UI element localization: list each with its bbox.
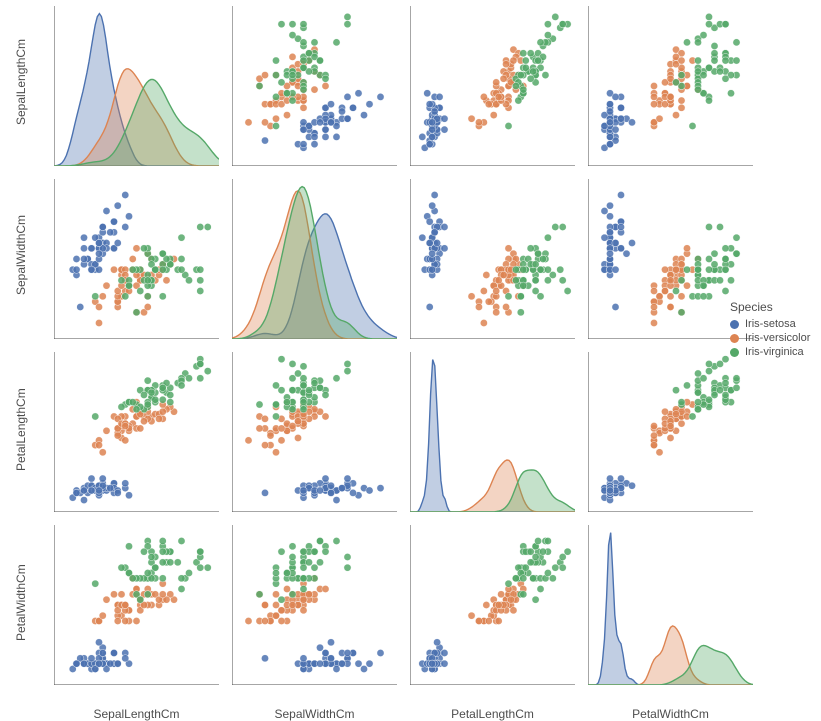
legend-label: Iris-setosa [745, 318, 796, 330]
legend-swatch-icon [730, 334, 739, 343]
kde-panel: 0123 [588, 525, 753, 685]
scatter-panel: 2.02.53.03.54.04.5 [54, 179, 219, 339]
legend-swatch-icon [730, 348, 739, 357]
y-axis-label: PetalWidthCm [14, 564, 28, 641]
scatter-panel: 246 [54, 352, 219, 512]
y-axis-label: SepalLengthCm [14, 39, 28, 125]
legend-item: Iris-virginica [730, 346, 810, 358]
scatter-panel: 0.00.51.01.52.02.545678 [54, 525, 219, 685]
scatter-panel [588, 6, 753, 166]
y-axis-label: PetalLengthCm [14, 388, 28, 471]
legend-item: Iris-versicolor [730, 332, 810, 344]
legend-title: Species [730, 300, 810, 314]
x-axis-label: PetalWidthCm [588, 707, 753, 721]
x-axis-label: SepalWidthCm [232, 707, 397, 721]
kde-panel: 45678 [54, 6, 219, 166]
scatter-panel [410, 6, 575, 166]
legend-item: Iris-setosa [730, 318, 810, 330]
scatter-panel [410, 179, 575, 339]
scatter-panel [588, 352, 753, 512]
y-axis-label: SepalWidthCm [14, 215, 28, 295]
scatter-panel: 2345 [232, 525, 397, 685]
scatter-panel [232, 352, 397, 512]
legend: Species Iris-setosa Iris-versicolor Iris-vi… [730, 300, 810, 360]
scatter-panel: 2468 [410, 525, 575, 685]
legend-label: Iris-virginica [745, 346, 804, 358]
scatter-panel [232, 6, 397, 166]
x-axis-label: PetalLengthCm [410, 707, 575, 721]
kde-panel [232, 179, 397, 339]
legend-swatch-icon [730, 320, 739, 329]
legend-label: Iris-versicolor [745, 332, 810, 344]
x-axis-label: SepalLengthCm [54, 707, 219, 721]
kde-panel [410, 352, 575, 512]
scatter-panel [588, 179, 753, 339]
